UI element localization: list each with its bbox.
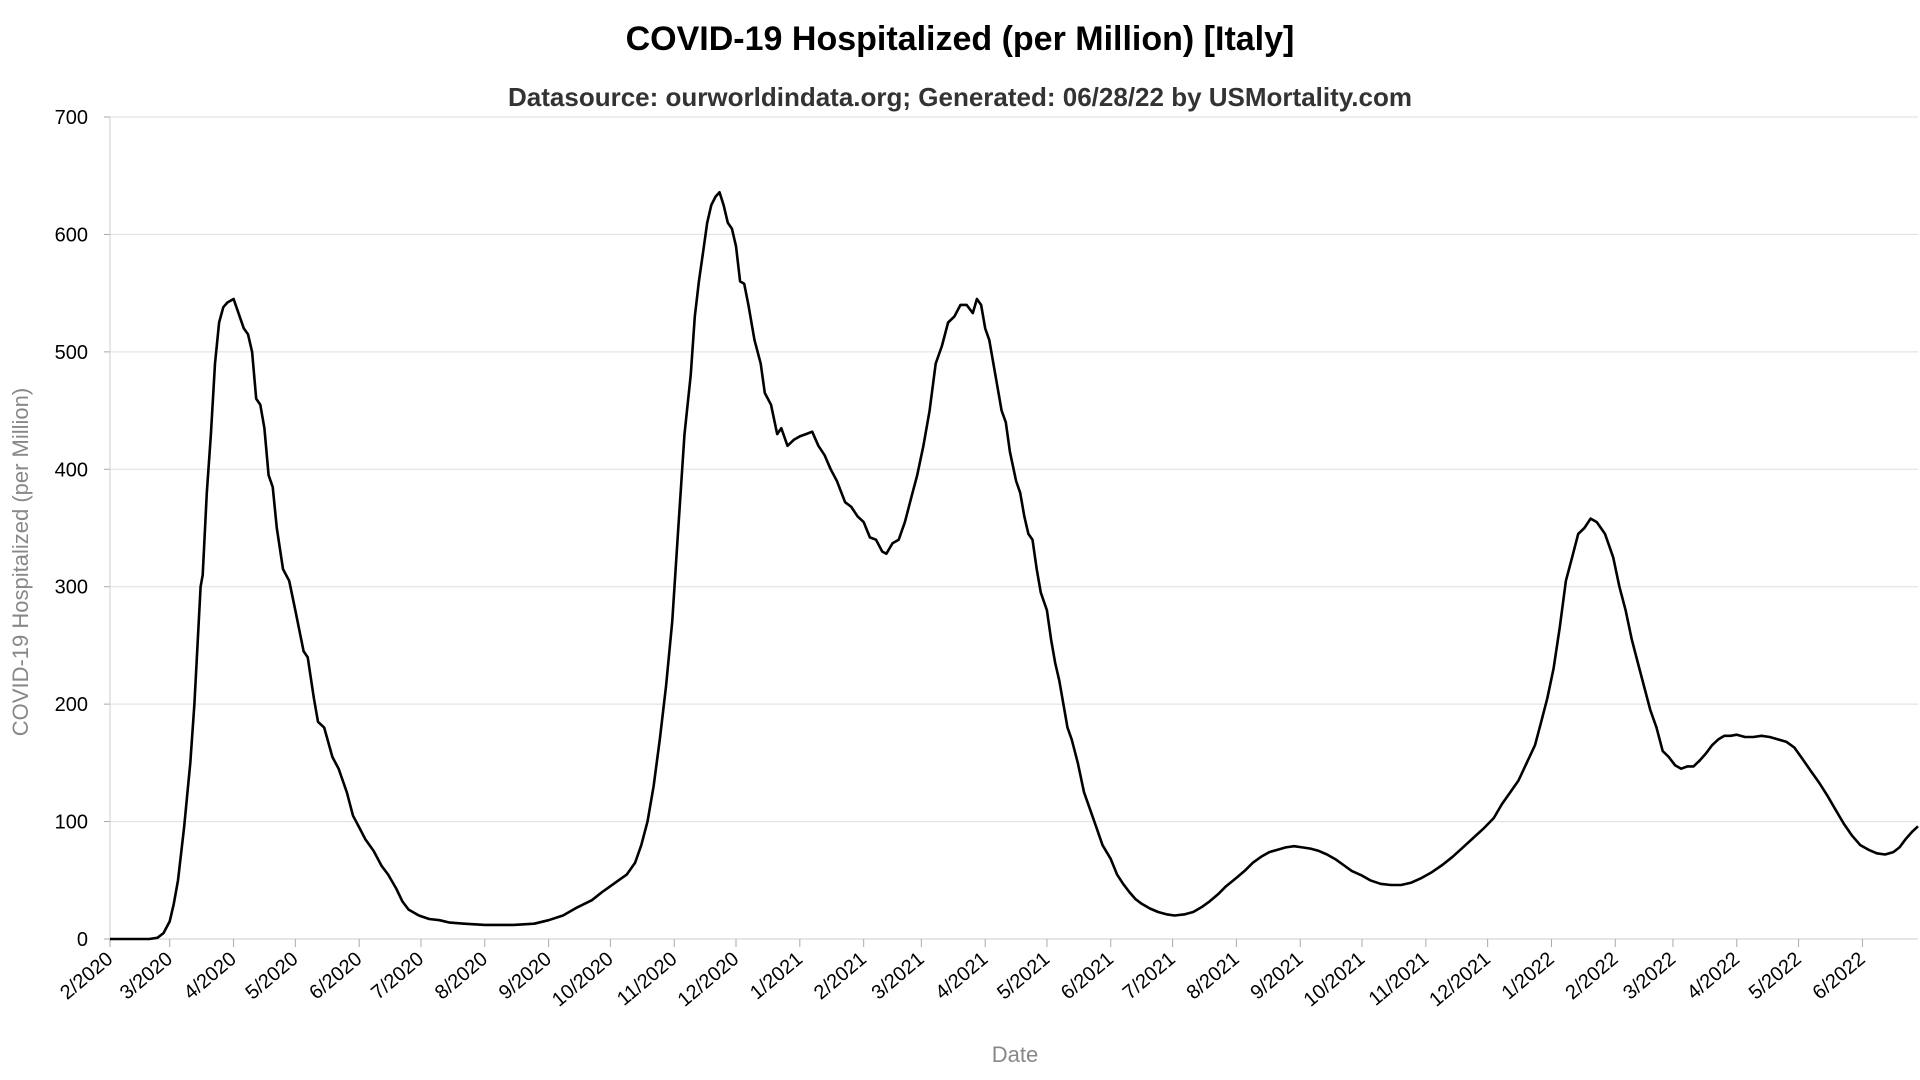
chart-subtitle: Datasource: ourworldindata.org; Generate… bbox=[508, 82, 1412, 112]
x-tick-label: 10/2020 bbox=[548, 948, 618, 1011]
x-tick-label: 3/2020 bbox=[116, 948, 177, 1004]
x-tick-label: 9/2020 bbox=[495, 948, 556, 1004]
x-tick-label: 12/2021 bbox=[1425, 948, 1495, 1011]
x-tick-label: 5/2020 bbox=[242, 948, 303, 1004]
y-axis-label: COVID-19 Hospitalized (per Million) bbox=[8, 388, 33, 736]
x-tick-label: 6/2022 bbox=[1809, 948, 1870, 1004]
x-tick-label: 8/2020 bbox=[431, 948, 492, 1004]
chart-title: COVID-19 Hospitalized (per Million) [Ita… bbox=[626, 20, 1295, 58]
x-tick-label: 2/2021 bbox=[810, 948, 871, 1004]
x-tick-label: 4/2022 bbox=[1683, 948, 1744, 1004]
x-tick-label: 12/2020 bbox=[674, 948, 744, 1011]
x-tick-label: 7/2021 bbox=[1119, 948, 1180, 1004]
x-tick-label: 6/2021 bbox=[1057, 948, 1118, 1004]
x-tick-label: 4/2020 bbox=[180, 948, 241, 1004]
y-tick-label: 700 bbox=[55, 107, 88, 129]
series-line bbox=[110, 190, 1919, 941]
y-tick-label: 100 bbox=[55, 812, 88, 834]
y-tick-label: 200 bbox=[55, 694, 88, 716]
x-tick-label: 7/2020 bbox=[367, 948, 428, 1004]
x-tick-label: 10/2021 bbox=[1300, 948, 1370, 1011]
x-tick-label: 2/2022 bbox=[1562, 948, 1623, 1004]
x-tick-label: 5/2022 bbox=[1745, 948, 1806, 1004]
x-tick-label: 6/2020 bbox=[305, 948, 366, 1004]
x-tick-label: 11/2021 bbox=[1365, 948, 1433, 1010]
x-tick-label: 5/2021 bbox=[993, 948, 1054, 1004]
x-tick-label: 3/2022 bbox=[1619, 948, 1680, 1004]
y-tick-label: 600 bbox=[55, 224, 88, 246]
x-tick-label: 3/2021 bbox=[868, 948, 929, 1004]
y-tick-label: 400 bbox=[55, 459, 88, 481]
x-tick-label: 1/2021 bbox=[746, 948, 807, 1004]
x-axis-label: Date bbox=[992, 1042, 1038, 1067]
y-tick-label: 0 bbox=[77, 929, 88, 951]
x-tick-label: 1/2022 bbox=[1498, 948, 1559, 1004]
y-tick-label: 500 bbox=[55, 342, 88, 364]
grid-layer bbox=[110, 116, 1918, 940]
series-layer bbox=[110, 190, 1919, 941]
x-tick-label: 8/2021 bbox=[1183, 948, 1244, 1004]
y-tick-label: 300 bbox=[55, 577, 88, 599]
x-tick-label: 4/2021 bbox=[931, 948, 992, 1004]
x-tick-label: 11/2020 bbox=[613, 948, 681, 1010]
x-tick-label: 9/2021 bbox=[1246, 948, 1307, 1004]
x-tick-label: 2/2020 bbox=[56, 948, 117, 1004]
